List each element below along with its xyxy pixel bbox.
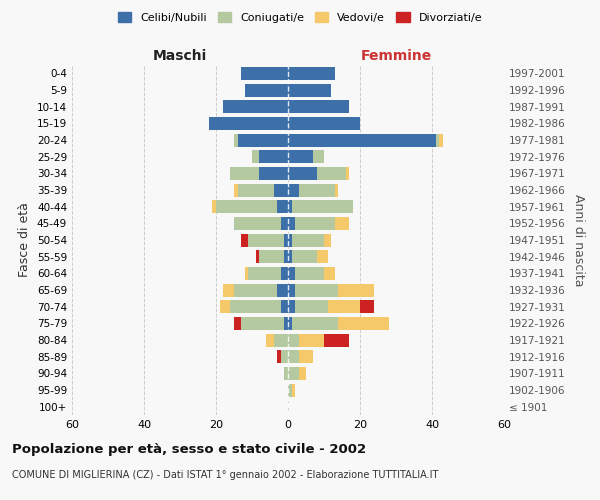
Y-axis label: Anni di nascita: Anni di nascita <box>572 194 585 286</box>
Bar <box>288 384 292 396</box>
Bar <box>288 317 292 330</box>
Bar <box>248 234 284 246</box>
Bar <box>241 317 284 330</box>
Bar <box>281 267 288 280</box>
Bar <box>328 300 360 313</box>
Bar <box>288 350 299 363</box>
Bar <box>335 184 338 196</box>
Bar <box>256 250 259 263</box>
Bar <box>313 150 324 163</box>
Bar <box>209 117 288 130</box>
Y-axis label: Fasce di età: Fasce di età <box>19 202 31 278</box>
Bar <box>288 200 292 213</box>
Bar <box>277 200 288 213</box>
Bar <box>223 100 288 113</box>
Bar <box>274 184 288 196</box>
Bar <box>259 250 284 263</box>
Bar <box>288 150 313 163</box>
Bar <box>238 184 274 196</box>
Bar <box>277 350 281 363</box>
Bar <box>266 334 274 346</box>
Bar <box>338 317 389 330</box>
Bar <box>288 117 360 130</box>
Bar <box>284 250 288 263</box>
Bar <box>288 167 317 180</box>
Bar <box>288 267 295 280</box>
Bar <box>338 284 374 296</box>
Bar <box>295 217 335 230</box>
Text: Femmine: Femmine <box>361 48 431 62</box>
Bar <box>288 300 295 313</box>
Bar <box>230 300 281 313</box>
Bar <box>292 317 338 330</box>
Text: COMUNE DI MIGLIERINA (CZ) - Dati ISTAT 1° gennaio 2002 - Elaborazione TUTTITALIA: COMUNE DI MIGLIERINA (CZ) - Dati ISTAT 1… <box>12 470 439 480</box>
Bar <box>324 334 349 346</box>
Bar <box>259 167 288 180</box>
Bar <box>292 234 324 246</box>
Bar <box>295 300 328 313</box>
Bar <box>245 84 288 96</box>
Bar <box>292 200 353 213</box>
Bar <box>241 234 248 246</box>
Bar <box>234 134 238 146</box>
Bar <box>288 234 292 246</box>
Bar <box>295 284 338 296</box>
Bar <box>212 200 216 213</box>
Bar <box>292 250 317 263</box>
Bar <box>241 67 288 80</box>
Text: Maschi: Maschi <box>153 48 207 62</box>
Bar <box>274 334 288 346</box>
Legend: Celibi/Nubili, Coniugati/e, Vedovi/e, Divorziati/e: Celibi/Nubili, Coniugati/e, Vedovi/e, Di… <box>113 8 487 28</box>
Bar <box>288 250 292 263</box>
Bar <box>299 350 313 363</box>
Bar <box>292 384 295 396</box>
Bar <box>299 334 324 346</box>
Bar <box>360 300 374 313</box>
Bar <box>281 217 288 230</box>
Bar <box>346 167 349 180</box>
Bar <box>216 200 277 213</box>
Bar <box>288 134 436 146</box>
Bar <box>284 367 288 380</box>
Bar <box>299 184 335 196</box>
Bar <box>335 217 349 230</box>
Bar <box>281 350 288 363</box>
Text: Popolazione per età, sesso e stato civile - 2002: Popolazione per età, sesso e stato civil… <box>12 442 366 456</box>
Bar <box>288 367 299 380</box>
Bar <box>220 300 230 313</box>
Bar <box>248 267 281 280</box>
Bar <box>324 234 331 246</box>
Bar <box>288 284 295 296</box>
Bar <box>238 134 288 146</box>
Bar <box>288 334 299 346</box>
Bar <box>299 367 306 380</box>
Bar <box>223 284 234 296</box>
Bar <box>436 134 439 146</box>
Bar <box>288 67 335 80</box>
Bar <box>281 300 288 313</box>
Bar <box>324 267 335 280</box>
Bar <box>317 250 328 263</box>
Bar <box>234 317 241 330</box>
Bar <box>230 167 259 180</box>
Bar <box>234 184 238 196</box>
Bar <box>284 317 288 330</box>
Bar <box>277 284 288 296</box>
Bar <box>245 267 248 280</box>
Bar <box>317 167 346 180</box>
Bar <box>288 100 349 113</box>
Bar <box>234 217 281 230</box>
Bar <box>252 150 259 163</box>
Bar <box>288 217 295 230</box>
Bar <box>284 234 288 246</box>
Bar <box>234 284 277 296</box>
Bar <box>439 134 443 146</box>
Bar <box>295 267 324 280</box>
Bar <box>288 184 299 196</box>
Bar <box>259 150 288 163</box>
Bar <box>288 84 331 96</box>
